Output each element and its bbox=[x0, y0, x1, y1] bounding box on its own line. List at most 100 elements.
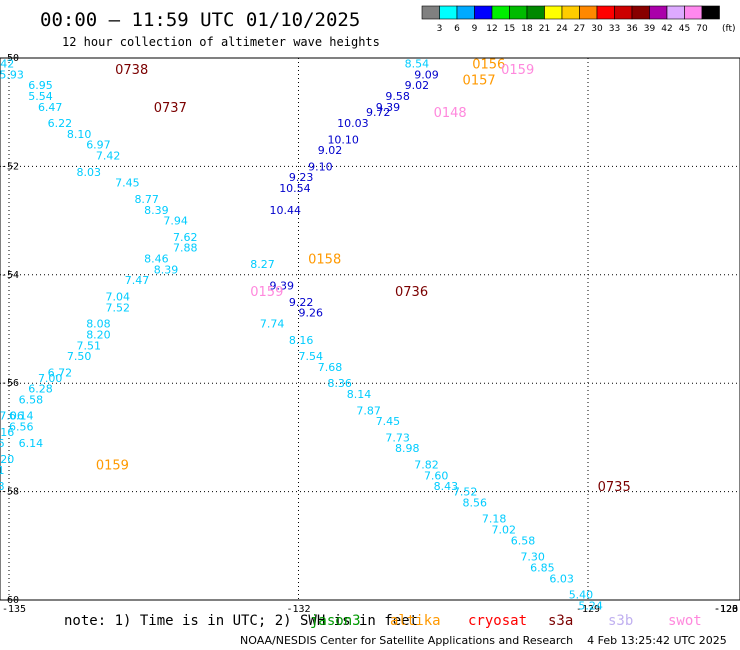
colorbar-label: 36 bbox=[626, 24, 638, 34]
y-tick-label: -58 bbox=[1, 487, 19, 498]
grid bbox=[0, 58, 740, 600]
satellite-legend: jason3 altika cryosat s3a s3b swot bbox=[310, 613, 702, 629]
data-points: 6.425.93 6.955.546.47 6.228.106.977.42 8.03… bbox=[0, 57, 603, 612]
wave-height-point: 7.42 bbox=[96, 150, 121, 163]
wave-height-point: 7.62 bbox=[173, 231, 198, 244]
colorbar-label: 6 bbox=[454, 24, 460, 34]
wave-height-point: 10.10 bbox=[327, 133, 359, 146]
legend-s3b: s3b bbox=[608, 613, 633, 629]
colorbar-label: 9 bbox=[472, 24, 478, 34]
legend-jason3: jason3 bbox=[310, 613, 361, 629]
wave-height-point: 8.08 bbox=[86, 318, 111, 331]
wave-height-point: 6.72 bbox=[48, 366, 73, 379]
x-tick-label: -135 bbox=[2, 604, 26, 615]
wave-height-point: 9.02 bbox=[405, 79, 430, 92]
wave-height-point: 7.47 bbox=[125, 274, 150, 287]
wave-height-point: 6.03 bbox=[549, 572, 574, 585]
colorbar-label: 45 bbox=[679, 24, 690, 34]
pass-time-label: 0158 bbox=[308, 253, 341, 268]
wave-height-point: 8.36 bbox=[327, 377, 352, 390]
wave-height-point: 7.04 bbox=[106, 290, 131, 303]
legend-altika: altika bbox=[390, 613, 441, 629]
wave-height-point: 6.20 bbox=[0, 453, 14, 466]
colorbar-label: 27 bbox=[574, 24, 585, 34]
wave-height-point: 8.14 bbox=[347, 388, 372, 401]
pass-time-label: 0148 bbox=[434, 106, 467, 121]
wave-height-point: 6.56 bbox=[9, 421, 34, 434]
footer-credit: NOAA/NESDIS Center for Satellite Applica… bbox=[240, 634, 727, 647]
x-tick-label: -129 bbox=[576, 604, 600, 615]
colorbar-label: 24 bbox=[556, 24, 568, 34]
plot-frame bbox=[0, 57, 740, 601]
wave-height-point: 10.54 bbox=[279, 182, 311, 195]
time-labels: 0738 0737 0156 0157 0159 0148 0158 0159 0736 0159… bbox=[96, 57, 631, 495]
y-tick-label: -60 bbox=[1, 595, 19, 606]
wave-height-point: 6.85 bbox=[530, 561, 555, 574]
wave-height-point: 8.39 bbox=[144, 204, 169, 217]
colorbar-unit: (ft) bbox=[722, 24, 736, 34]
x-tick-label: -123 bbox=[714, 604, 738, 615]
x-tick-label: -132 bbox=[286, 604, 310, 615]
pass-time-label: 0159 bbox=[96, 459, 129, 474]
colorbar-swatch bbox=[561, 5, 580, 20]
wave-height-point: 7.94 bbox=[163, 215, 188, 228]
pass-time-label: 0156 bbox=[472, 57, 505, 72]
colorbar-label: 42 bbox=[661, 24, 672, 34]
wave-height-point: 9.72 bbox=[366, 106, 391, 119]
wave-height-point: 8.39 bbox=[154, 263, 179, 276]
wave-height-point: 5.51 bbox=[0, 464, 5, 477]
colorbar-label: 33 bbox=[609, 24, 620, 34]
wave-height-point: 6.14 bbox=[19, 437, 44, 450]
pass-time-label: 0737 bbox=[154, 101, 187, 116]
pass-time-label: 0738 bbox=[115, 63, 148, 78]
colorbar-swatch bbox=[666, 5, 685, 20]
wave-height-point: 8.16 bbox=[289, 334, 314, 347]
wave-height-point: 6.47 bbox=[38, 101, 63, 114]
wave-height-point: 5.93 bbox=[0, 68, 24, 81]
legend-cryosat: cryosat bbox=[468, 613, 527, 629]
wave-height-point: 7.18 bbox=[482, 513, 507, 526]
wave-height-point: 8.46 bbox=[144, 253, 169, 266]
colorbar-label: 3 bbox=[437, 24, 443, 34]
colorbar-label: 70 bbox=[696, 24, 708, 34]
colorbar-swatch bbox=[596, 5, 615, 20]
wave-height-point: 5.96 bbox=[0, 437, 5, 450]
pass-time-label: 0157 bbox=[463, 74, 496, 89]
wave-height-point: 6.58 bbox=[19, 393, 44, 406]
wave-height-point: 6.28 bbox=[28, 383, 53, 396]
wave-height-point: 9.02 bbox=[318, 144, 343, 157]
legend-s3a: s3a bbox=[548, 613, 573, 629]
wave-height-point: 7.00 bbox=[38, 372, 63, 385]
colorbar-swatch bbox=[544, 5, 563, 20]
colorbar-swatch bbox=[456, 5, 475, 20]
wave-height-point: 9.58 bbox=[385, 90, 410, 103]
wave-height-point: 6.14 bbox=[9, 410, 34, 423]
colorbar-swatch bbox=[579, 5, 598, 20]
wave-height-point: 9.23 bbox=[289, 171, 314, 184]
wave-height-point: 7.73 bbox=[385, 431, 410, 444]
colorbar-swatch bbox=[614, 5, 633, 20]
wave-height-point: 6.97 bbox=[86, 139, 111, 152]
colorbar-label: 21 bbox=[539, 24, 550, 34]
wave-height-point: 8.77 bbox=[134, 193, 159, 206]
colorbar-swatch bbox=[509, 5, 528, 20]
wave-height-point: 9.09 bbox=[414, 68, 439, 81]
colorbar-swatch bbox=[526, 5, 545, 20]
wave-height-point: 7.06 bbox=[0, 410, 24, 423]
wave-height-point: 5.54 bbox=[28, 90, 53, 103]
wave-height-point: 7.52 bbox=[106, 301, 131, 314]
wave-height-point: 9.26 bbox=[299, 307, 324, 320]
colorbar-swatch bbox=[439, 5, 458, 20]
pass-time-label: 0736 bbox=[395, 285, 428, 300]
wave-height-point: 8.10 bbox=[67, 128, 92, 141]
wave-height-point: 5.24 bbox=[578, 599, 603, 612]
wave-height-point: 7.82 bbox=[414, 459, 439, 472]
wave-height-point: 7.30 bbox=[520, 551, 545, 564]
wave-height-point: 6.95 bbox=[28, 79, 53, 92]
wave-height-point: 9.39 bbox=[376, 101, 401, 114]
wave-height-point: 9.22 bbox=[289, 296, 314, 309]
wave-height-point: 10.44 bbox=[270, 204, 302, 217]
wave-height-point: 6.42 bbox=[0, 57, 14, 70]
